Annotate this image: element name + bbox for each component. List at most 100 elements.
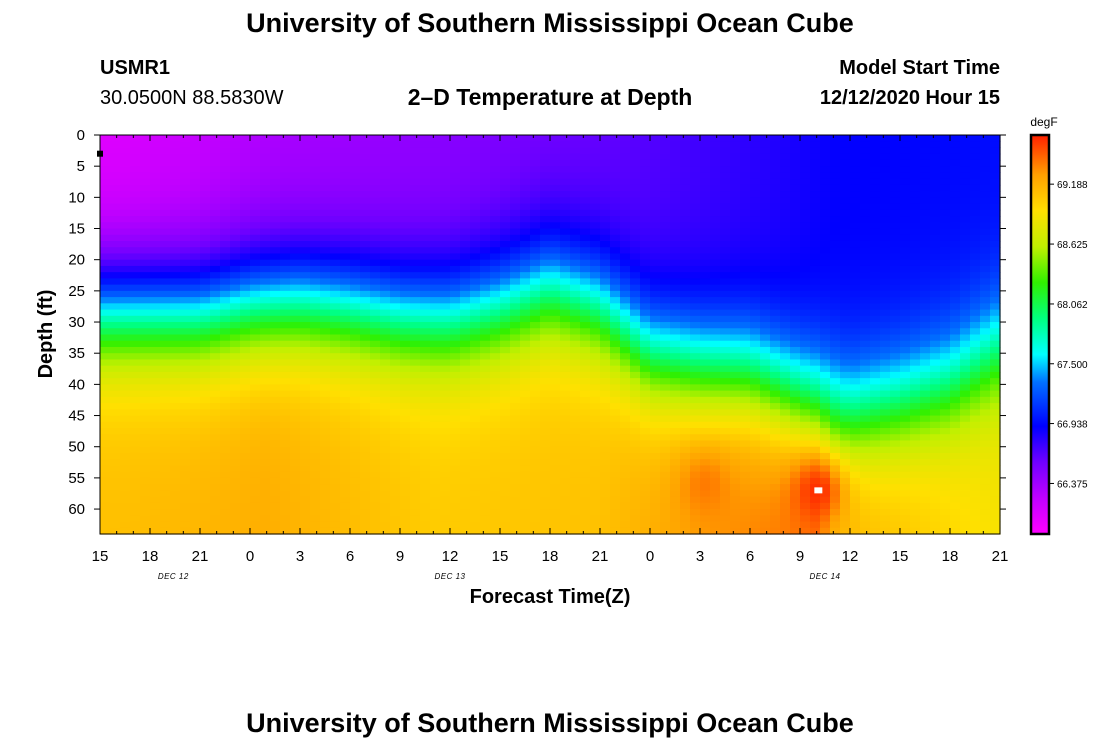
heatmap-cell	[210, 428, 221, 435]
heatmap-cell	[740, 135, 751, 142]
heatmap-cell	[220, 440, 231, 448]
heatmap-cell	[840, 253, 851, 261]
heatmap-cell	[370, 209, 381, 217]
heatmap-cell	[490, 465, 501, 473]
heatmap-cell	[310, 153, 321, 161]
heatmap-cell	[280, 147, 291, 155]
heatmap-cell	[360, 209, 371, 217]
heatmap-cell	[260, 141, 271, 149]
heatmap-cell	[620, 490, 631, 498]
heatmap-cell	[450, 159, 461, 167]
heatmap-cell	[130, 290, 141, 298]
heatmap-cell	[690, 290, 701, 298]
heatmap-cell	[520, 502, 531, 510]
heatmap-cell	[640, 446, 651, 454]
heatmap-cell	[370, 197, 381, 205]
heatmap-cell	[600, 265, 611, 273]
heatmap-cell	[750, 390, 761, 398]
heatmap-cell	[150, 328, 161, 336]
heatmap-cell	[310, 390, 321, 398]
heatmap-cell	[490, 521, 501, 529]
heatmap-cell	[630, 290, 641, 298]
heatmap-cell	[220, 409, 231, 417]
heatmap-cell	[650, 303, 661, 311]
heatmap-cell	[630, 172, 641, 180]
heatmap-cell	[190, 365, 201, 373]
heatmap-cell	[510, 253, 521, 261]
heatmap-cell	[710, 203, 721, 211]
heatmap-cell	[480, 141, 491, 149]
heatmap-cell	[640, 378, 651, 385]
heatmap-cell	[710, 527, 721, 535]
heatmap-cell	[370, 234, 381, 242]
heatmap-cell	[670, 346, 681, 354]
heatmap-cell	[430, 191, 441, 198]
heatmap-cell	[770, 359, 781, 367]
heatmap-cell	[840, 428, 851, 435]
heatmap-cell	[390, 228, 401, 236]
heatmap-cell	[730, 502, 741, 510]
heatmap-cell	[250, 278, 261, 286]
heatmap-cell	[560, 253, 571, 261]
heatmap-cell	[440, 403, 451, 410]
heatmap-cell	[760, 297, 771, 304]
heatmap-cell	[490, 234, 501, 242]
heatmap-cell	[120, 465, 131, 473]
heatmap-cell	[280, 222, 291, 230]
heatmap-cell	[850, 353, 861, 361]
heatmap-cell	[310, 247, 321, 255]
heatmap-cell	[430, 340, 441, 348]
heatmap-cell	[630, 471, 641, 479]
heatmap-cell	[560, 240, 571, 248]
heatmap-cell	[590, 159, 601, 167]
heatmap-cell	[300, 159, 311, 167]
heatmap-cell	[650, 490, 661, 498]
heatmap-cell	[480, 490, 491, 498]
heatmap-cell	[300, 502, 311, 510]
heatmap-cell	[720, 452, 731, 460]
heatmap-cell	[530, 353, 541, 361]
heatmap-cell	[200, 303, 211, 311]
heatmap-cell	[580, 340, 591, 348]
heatmap-cell	[430, 371, 441, 379]
heatmap-cell	[300, 253, 311, 261]
heatmap-cell	[500, 515, 511, 523]
heatmap-cell	[550, 297, 561, 304]
heatmap-cell	[290, 166, 301, 173]
heatmap-cell	[650, 259, 661, 267]
heatmap-cell	[430, 153, 441, 161]
heatmap-cell	[380, 247, 391, 255]
heatmap-cell	[810, 222, 821, 230]
heatmap-cell	[120, 272, 131, 279]
heatmap-cell	[520, 172, 531, 180]
heatmap-cell	[580, 197, 591, 205]
heatmap-cell	[260, 290, 271, 298]
heatmap-cell	[420, 322, 431, 329]
heatmap-cell	[120, 403, 131, 410]
heatmap-cell	[390, 315, 401, 323]
heatmap-cell	[730, 322, 741, 329]
heatmap-cell	[450, 334, 461, 342]
heatmap-cell	[590, 209, 601, 217]
heatmap-cell	[610, 253, 621, 261]
heatmap-cell	[110, 315, 121, 323]
heatmap-cell	[320, 390, 331, 398]
heatmap-cell	[700, 328, 711, 336]
heatmap-cell	[840, 365, 851, 373]
heatmap-cell	[690, 265, 701, 273]
heatmap-cell	[370, 278, 381, 286]
heatmap-cell	[640, 496, 651, 504]
heatmap-cell	[510, 353, 521, 361]
heatmap-cell	[340, 228, 351, 236]
heatmap-cell	[130, 384, 141, 392]
heatmap-cell	[120, 365, 131, 373]
heatmap-cell	[830, 477, 841, 485]
heatmap-cell	[320, 334, 331, 342]
heatmap-cell	[680, 253, 691, 261]
heatmap-cell	[220, 159, 231, 167]
heatmap-cell	[840, 490, 851, 498]
heatmap-cell	[740, 265, 751, 273]
heatmap-cell	[190, 203, 201, 211]
heatmap-cell	[610, 278, 621, 286]
heatmap-cell	[350, 265, 361, 273]
